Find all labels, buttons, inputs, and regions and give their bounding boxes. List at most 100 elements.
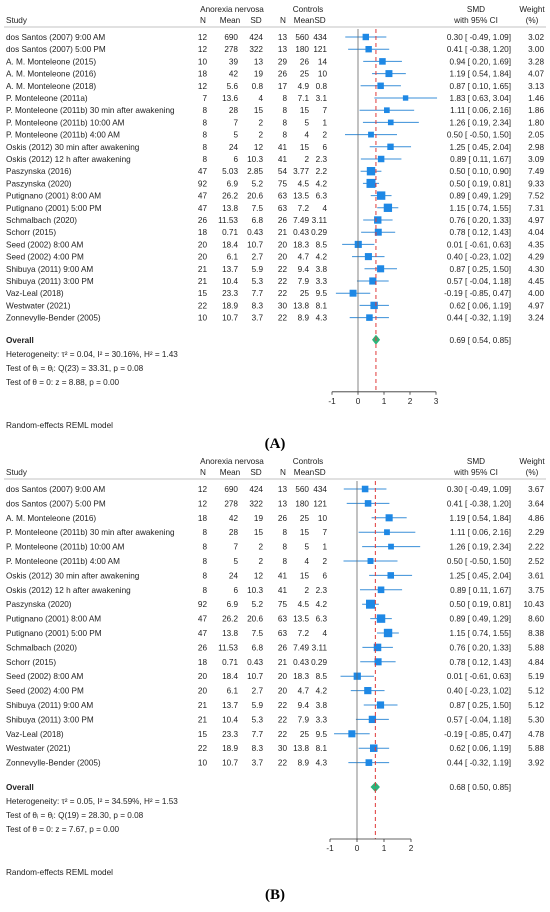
study-n-anorexia: 20 — [198, 240, 208, 249]
x-axis-tick-label: 1 — [382, 844, 387, 853]
overall-label: Overall — [6, 783, 34, 792]
study-sd-controls: 4.2 — [316, 600, 328, 609]
header-mean-controls: Mean — [294, 468, 315, 477]
study-sd-anorexia: 10.3 — [247, 586, 263, 595]
study-sd-controls: 2.2 — [316, 167, 328, 176]
study-mean-anorexia: 39 — [229, 57, 239, 66]
study-sd-anorexia: 19 — [254, 514, 264, 523]
study-name: A. M. Monteleone (2015) — [6, 57, 96, 66]
study-name: Shibuya (2011) 3:00 PM — [6, 277, 94, 286]
study-smd-ci: 0.40 [ -0.23, 1.02] — [447, 253, 511, 262]
study-mean-controls: 15 — [300, 528, 310, 537]
study-mean-controls: 0.43 — [293, 658, 309, 667]
study-sd-anorexia: 7.5 — [252, 204, 264, 213]
study-effect-marker — [374, 228, 382, 236]
study-weight: 1.80 — [528, 118, 544, 127]
study-n-controls: 41 — [278, 586, 288, 595]
overall-diamond — [370, 782, 380, 792]
study-effect-marker — [366, 599, 375, 609]
study-name: P. Monteleone (2011b) 30 min after awake… — [6, 106, 175, 115]
study-n-anorexia: 47 — [198, 629, 208, 638]
study-name: Westwater (2021) — [6, 744, 71, 753]
study-effect-marker — [366, 178, 376, 188]
study-smd-ci: 1.19 [ 0.54, 1.84] — [450, 514, 511, 523]
study-n-anorexia: 18 — [198, 514, 208, 523]
study-sd-anorexia: 3.7 — [252, 314, 264, 323]
header-sd-anorexia: SD — [250, 468, 261, 477]
study-mean-anorexia: 26.2 — [222, 192, 238, 201]
study-mean-controls: 3.77 — [293, 167, 309, 176]
study-smd-ci: 0.01 [ -0.61, 0.63] — [447, 240, 511, 249]
study-sd-anorexia: 8.3 — [252, 301, 264, 310]
study-effect-marker — [366, 314, 373, 321]
study-n-controls: 8 — [282, 94, 287, 103]
study-effect-marker — [376, 701, 385, 709]
study-n-controls: 17 — [278, 82, 288, 91]
study-effect-marker — [374, 216, 382, 224]
study-sd-controls: 121 — [313, 45, 327, 54]
study-weight: 1.86 — [528, 106, 544, 115]
study-mean-controls: 13.8 — [293, 301, 309, 310]
study-smd-ci: 0.76 [ 0.20, 1.33] — [450, 643, 511, 652]
study-n-controls: 13 — [278, 499, 288, 508]
study-mean-anorexia: 278 — [224, 499, 238, 508]
study-mean-anorexia: 23.3 — [222, 289, 238, 298]
study-n-anorexia: 47 — [198, 167, 208, 176]
study-sd-anorexia: 2 — [258, 131, 263, 140]
study-weight: 8.38 — [528, 629, 544, 638]
header-smd: SMD — [467, 5, 485, 14]
study-weight: 4.97 — [528, 216, 544, 225]
study-n-controls: 26 — [278, 70, 288, 79]
study-sd-controls: 6 — [322, 571, 327, 580]
study-n-anorexia: 12 — [198, 499, 208, 508]
study-mean-anorexia: 690 — [224, 33, 238, 42]
study-name: dos Santos (2007) 5:00 PM — [6, 499, 106, 508]
study-mean-controls: 15 — [300, 571, 310, 580]
study-n-anorexia: 21 — [198, 715, 208, 724]
study-sd-anorexia: 5.9 — [252, 701, 264, 710]
study-sd-controls: 2.3 — [316, 155, 328, 164]
study-effect-marker — [383, 628, 393, 638]
study-n-anorexia: 92 — [198, 179, 208, 188]
study-sd-controls: 8.1 — [316, 301, 328, 310]
study-name: dos Santos (2007) 9:00 AM — [6, 33, 105, 42]
study-sd-controls: 14 — [318, 57, 328, 66]
header-group-controls: Controls — [293, 457, 324, 466]
study-weight: 8.60 — [528, 615, 544, 624]
study-mean-anorexia: 278 — [224, 45, 238, 54]
header-group-anorexia: Anorexia nervosa — [200, 5, 264, 14]
study-effect-marker — [384, 529, 390, 536]
study-smd-ci: 0.44 [ -0.32, 1.19] — [447, 759, 511, 768]
study-n-controls: 22 — [278, 730, 288, 739]
study-mean-controls: 18.3 — [293, 672, 309, 681]
study-weight: 4.45 — [528, 277, 544, 286]
study-n-controls: 21 — [278, 228, 288, 237]
study-mean-controls: 7.1 — [298, 94, 310, 103]
study-name: Oskis (2012) 12 h after awakening — [6, 586, 131, 595]
study-name: Paszynska (2020) — [6, 600, 72, 609]
study-name: Shibuya (2011) 9:00 AM — [6, 265, 93, 274]
study-n-anorexia: 21 — [198, 277, 208, 286]
study-n-controls: 26 — [278, 643, 288, 652]
study-smd-ci: -0.19 [ -0.85, 0.47] — [444, 289, 511, 298]
study-mean-anorexia: 42 — [229, 514, 239, 523]
study-weight: 3.00 — [528, 45, 544, 54]
study-effect-marker — [387, 143, 394, 150]
study-n-anorexia: 47 — [198, 204, 208, 213]
study-sd-anorexia: 10.7 — [247, 240, 263, 249]
study-weight: 1.46 — [528, 94, 544, 103]
study-smd-ci: 0.87 [ 0.25, 1.50] — [450, 701, 511, 710]
study-sd-anorexia: 424 — [249, 485, 263, 494]
study-smd-ci: 0.62 [ 0.06, 1.19] — [450, 744, 511, 753]
study-n-anorexia: 8 — [202, 143, 207, 152]
study-n-anorexia: 10 — [198, 759, 208, 768]
study-sd-anorexia: 2.7 — [252, 253, 264, 262]
study-effect-marker — [373, 643, 382, 652]
study-mean-controls: 26 — [300, 57, 310, 66]
study-mean-anorexia: 13.7 — [222, 265, 238, 274]
study-n-anorexia: 7 — [202, 94, 207, 103]
study-n-controls: 8 — [282, 528, 287, 537]
study-name: Seed (2002) 8:00 AM — [6, 240, 84, 249]
study-n-controls: 8 — [282, 557, 287, 566]
